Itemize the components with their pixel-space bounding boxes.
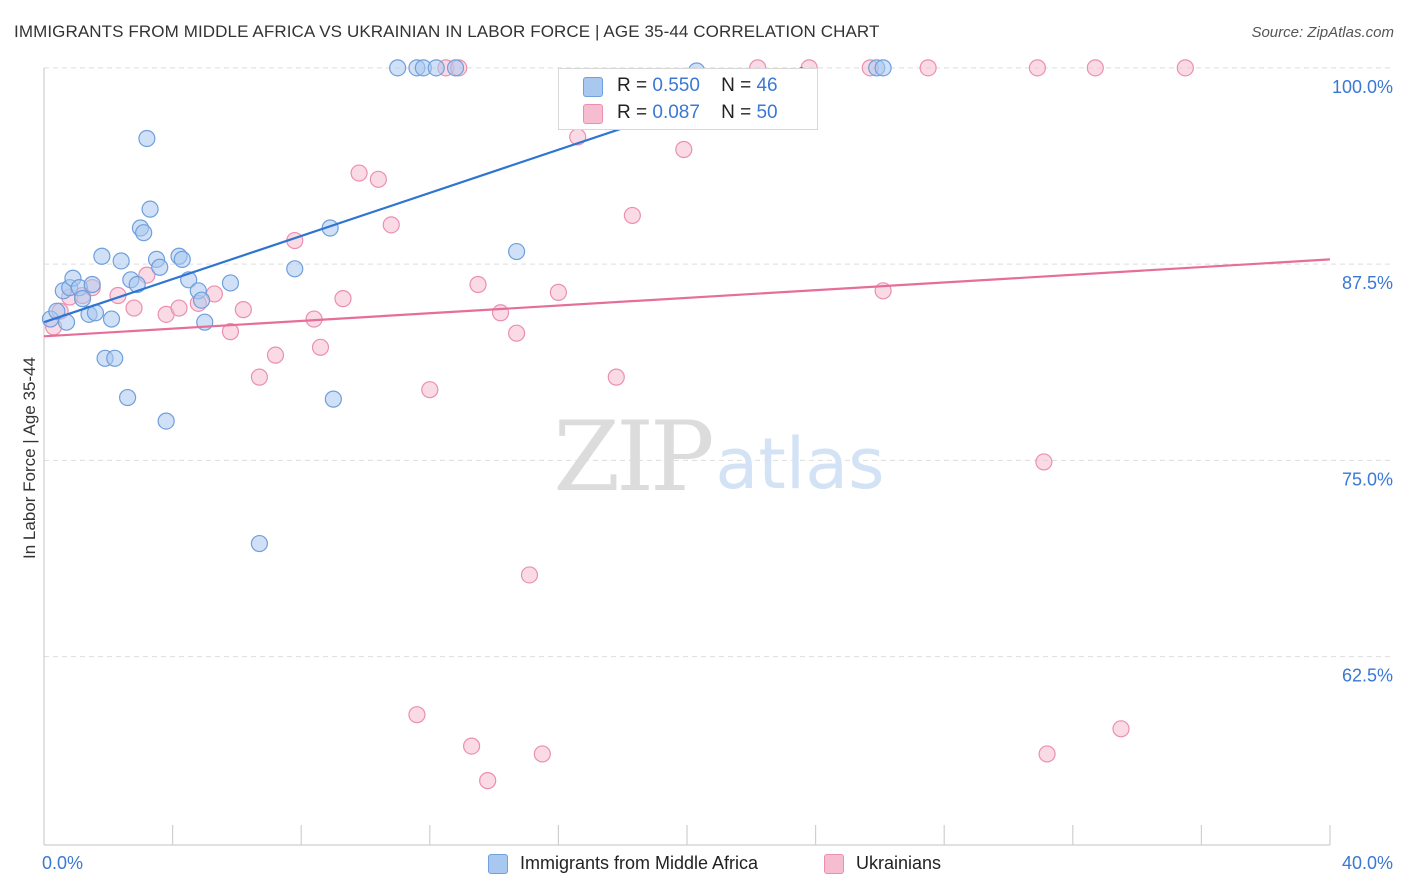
ukrainian-point	[421, 381, 439, 399]
legend-n-value: 50	[756, 102, 778, 123]
middle-africa-point	[286, 260, 304, 278]
middle-africa-point	[389, 59, 407, 77]
legend-r-label: R =	[617, 102, 648, 123]
middle-africa-point	[106, 349, 124, 367]
ukrainian-point	[250, 368, 269, 386]
ukrainian-point	[491, 304, 510, 322]
y-tick-label: 100.0%	[1332, 77, 1393, 97]
legend-swatch-pink	[824, 854, 844, 874]
legend-swatch-blue	[583, 77, 603, 97]
middle-africa-point	[73, 290, 92, 308]
legend-n-label: N =	[721, 102, 752, 123]
y-tick-label: 87.5%	[1342, 273, 1393, 293]
x-tick-label: 0.0%	[42, 853, 83, 873]
tick-labels: 62.5% 75.0% 87.5% 100.0% 0.0% 40.0%	[42, 77, 1393, 873]
ukrainian-point	[919, 59, 937, 77]
ukrainian-point	[1035, 453, 1053, 471]
middle-africa-point	[157, 412, 175, 430]
legend-swatch-blue	[488, 854, 508, 874]
ukrainian-point	[311, 338, 330, 356]
ukrainian-point	[408, 706, 426, 724]
middle-africa-point	[250, 534, 269, 553]
grid-layer	[44, 67, 1392, 658]
source-label: Source: ZipAtlas.com	[1251, 24, 1394, 41]
ukrainian-point	[479, 772, 497, 790]
legend-r-value: 0.087	[652, 102, 700, 123]
middle-africa-point	[102, 310, 121, 328]
ukrainian-point	[1086, 59, 1104, 77]
watermark-zip: ZIP	[553, 401, 712, 513]
middle-africa-point	[874, 59, 892, 77]
ukrainian-point	[462, 737, 481, 755]
ukrainian-point	[369, 170, 387, 188]
ukrainian-point	[170, 299, 188, 317]
watermark: ZIP atlas	[553, 401, 884, 513]
ukrainian-point	[1028, 59, 1047, 77]
ukrainian-point	[382, 216, 400, 234]
y-axis-label: In Labor Force | Age 35-44	[20, 357, 39, 559]
x-tick-label: 40.0%	[1342, 853, 1393, 873]
middle-africa-point	[93, 247, 111, 265]
legend-label: Immigrants from Middle Africa	[520, 853, 759, 873]
middle-africa-point	[324, 390, 342, 408]
ukrainian-point	[1176, 59, 1194, 77]
correlation-legend: R = 0.550 N = 46 R = 0.087 N = 50	[558, 68, 818, 130]
ukrainian-point	[234, 301, 252, 319]
ukrainian-point	[334, 290, 352, 308]
middle-africa-point	[221, 274, 240, 292]
legend-n-value: 46	[756, 75, 778, 96]
legend-r-label: R =	[617, 75, 648, 96]
legend-label: Ukrainians	[856, 853, 942, 873]
middle-africa-points	[41, 59, 892, 553]
ukrainian-point	[623, 206, 641, 225]
ukrainian-point	[508, 324, 526, 342]
ukrainian-point	[533, 745, 551, 763]
middle-africa-point	[446, 59, 465, 77]
middle-africa-point	[135, 224, 153, 242]
y-tick-label: 75.0%	[1342, 469, 1393, 489]
middle-africa-point	[138, 129, 156, 148]
legend-swatch-pink	[583, 104, 603, 124]
ukrainian-point	[520, 566, 539, 584]
watermark-atlas: atlas	[715, 423, 884, 505]
middle-africa-point	[192, 291, 211, 309]
middle-africa-point	[83, 275, 101, 294]
ukrainians-trendline	[43, 258, 1331, 338]
ukrainian-point	[1038, 745, 1056, 763]
ukrainian-point	[350, 164, 368, 182]
y-tick-label: 62.5%	[1342, 666, 1393, 686]
middle-africa-point	[141, 200, 159, 218]
ukrainian-point	[266, 346, 285, 364]
axis-layer	[43, 68, 1331, 846]
middle-africa-point	[151, 258, 169, 276]
legend-r-value: 0.550	[652, 75, 700, 96]
legend-n-label: N =	[721, 75, 752, 96]
middle-africa-point	[48, 302, 66, 320]
ukrainian-point	[607, 368, 625, 386]
middle-africa-point	[508, 242, 526, 261]
ukrainian-point	[469, 275, 487, 294]
ukrainian-point	[1112, 720, 1130, 738]
middle-africa-point	[112, 252, 130, 270]
ukrainian-point	[221, 323, 240, 341]
middle-africa-point	[118, 388, 137, 407]
chart-title: IMMIGRANTS FROM MIDDLE AFRICA VS UKRAINI…	[14, 22, 880, 41]
ukrainian-point	[675, 140, 693, 159]
middle-africa-point	[173, 250, 191, 268]
ukrainian-point	[125, 299, 143, 317]
ukrainian-point	[549, 283, 568, 301]
middle-africa-point	[427, 59, 445, 77]
